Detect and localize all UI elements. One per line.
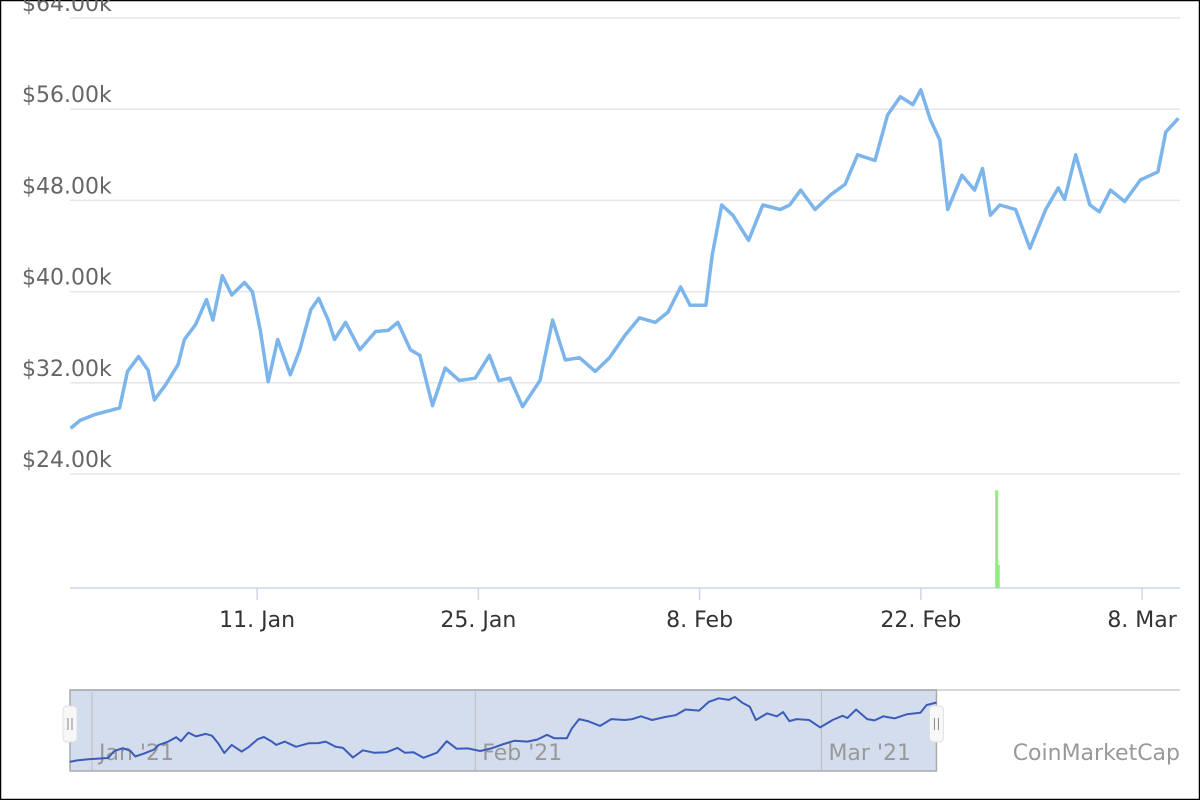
navigator-tick-label: Jan '21 <box>97 741 174 766</box>
y-tick-label: $56.00k <box>22 83 112 108</box>
navigator-handle[interactable] <box>928 705 944 743</box>
navigator-handle[interactable] <box>62 705 78 743</box>
navigator-tick-label: Mar '21 <box>828 741 911 766</box>
x-tick-label: 22. Feb <box>880 608 961 633</box>
volume-bar <box>996 565 1000 588</box>
x-tick-label: 8. Mar <box>1107 608 1177 633</box>
x-tick-label: 11. Jan <box>219 608 295 633</box>
y-tick-label: $32.00k <box>22 357 112 382</box>
navigator-line <box>69 696 937 763</box>
price-line <box>69 88 1180 430</box>
y-tick-label: $24.00k <box>22 448 112 473</box>
x-tick-label: 25. Jan <box>440 608 516 633</box>
x-tick-label: 8. Feb <box>666 608 733 633</box>
y-tick-label: $48.00k <box>22 174 112 199</box>
volume-bar <box>995 490 999 588</box>
y-tick-label: $64.00k <box>22 0 112 17</box>
navigator-tick-label: Feb '21 <box>482 741 562 766</box>
y-tick-label: $40.00k <box>22 266 112 291</box>
credits: CoinMarketCap <box>1013 741 1180 766</box>
